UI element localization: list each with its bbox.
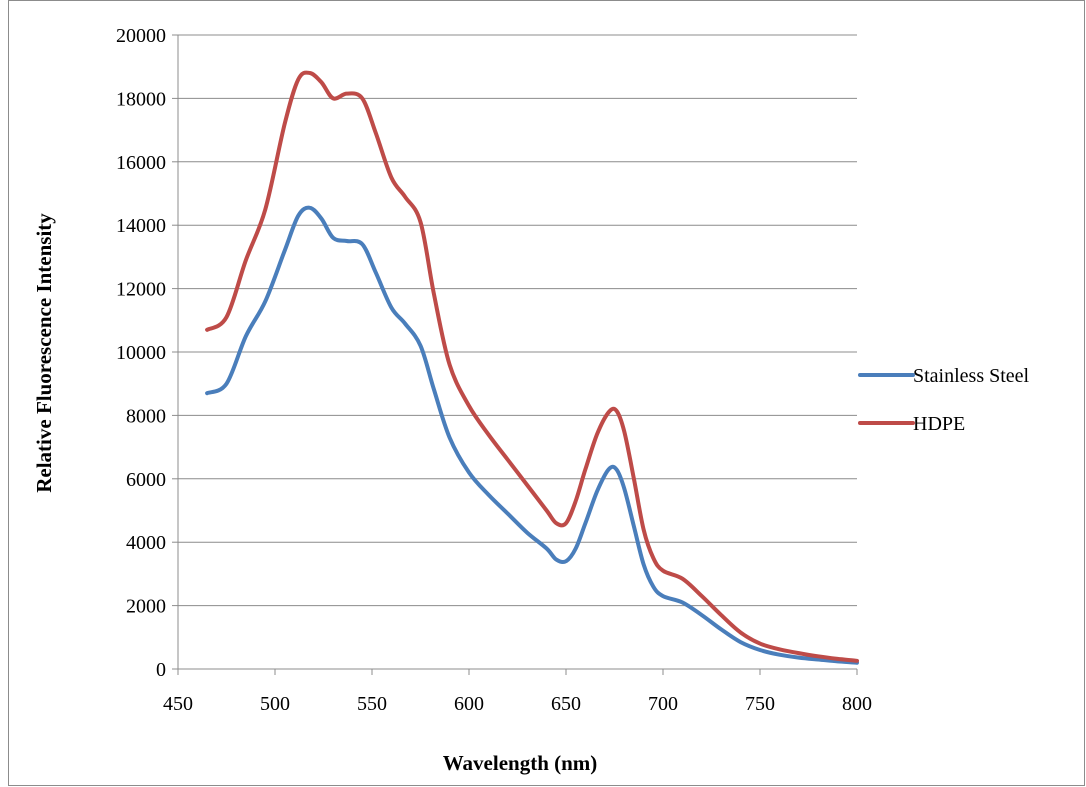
chart-frame	[8, 0, 1085, 786]
legend-label-stainless-steel: Stainless Steel	[913, 365, 1030, 387]
series-line-stainless-steel	[205, 205, 859, 665]
y-axis-title: Relative Fluorescence Intensity	[32, 213, 56, 493]
y-tick-label: 18000	[116, 88, 166, 110]
series-lines	[205, 70, 859, 665]
legend-label-hdpe: HDPE	[913, 413, 965, 435]
y-tick-label: 2000	[126, 596, 166, 618]
y-tick-label: 10000	[116, 342, 166, 364]
legend: Stainless Steel HDPE	[858, 365, 1030, 435]
x-tick-label: 800	[842, 693, 872, 715]
x-tick-label: 450	[163, 693, 193, 715]
axes	[177, 35, 858, 675]
x-tick-label: 600	[454, 693, 484, 715]
x-tick-label: 650	[551, 693, 581, 715]
y-tick-label: 4000	[126, 532, 166, 554]
y-tick-label: 14000	[116, 215, 166, 237]
x-axis-tick-labels: 450 500 550 600 650 700 750 800	[163, 693, 872, 715]
gridlines	[172, 34, 857, 670]
series-line-hdpe	[205, 70, 859, 663]
x-axis-title: Wavelength (nm)	[443, 751, 598, 775]
y-tick-label: 0	[156, 659, 166, 681]
x-tick-label: 500	[260, 693, 290, 715]
y-tick-label: 8000	[126, 405, 166, 427]
y-tick-label: 16000	[116, 152, 166, 174]
x-tick-label: 550	[357, 693, 387, 715]
y-tick-label: 20000	[116, 25, 166, 47]
y-tick-label: 12000	[116, 279, 166, 301]
x-tick-label: 750	[745, 693, 775, 715]
y-axis-tick-labels: 0 2000 4000 6000 8000 10000 12000 14000 16000 180…	[116, 25, 166, 681]
x-tick-label: 700	[648, 693, 678, 715]
y-tick-label: 6000	[126, 469, 166, 491]
